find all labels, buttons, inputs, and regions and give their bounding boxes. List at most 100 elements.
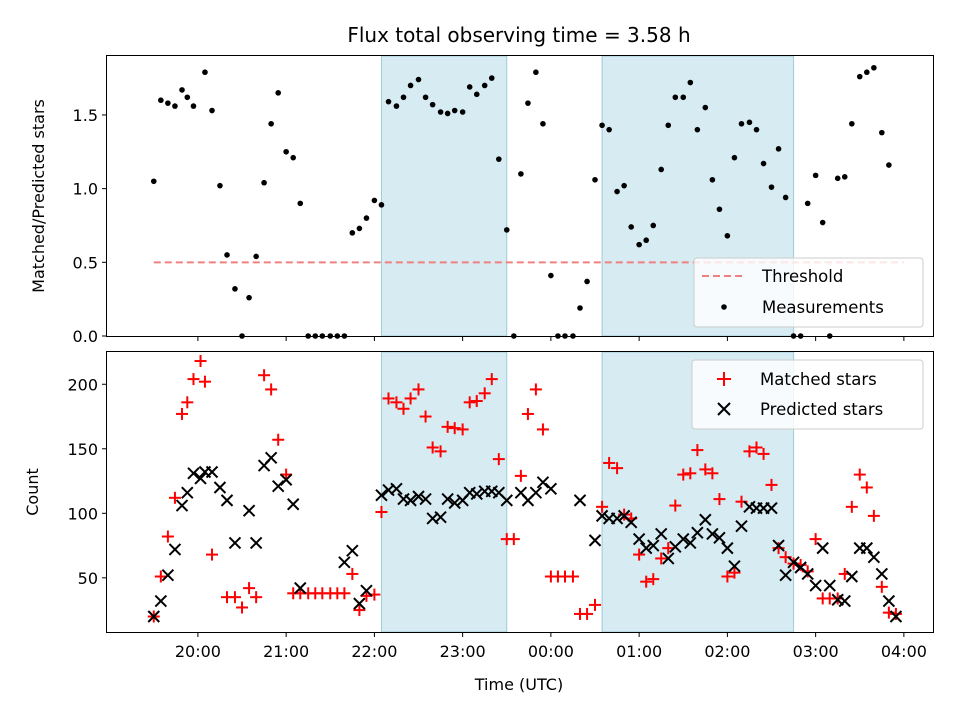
matched-point	[346, 567, 359, 580]
y-tick-label: 100	[67, 504, 98, 523]
measurement-point	[694, 126, 701, 133]
measurement-point	[864, 69, 870, 76]
matched-point	[485, 373, 498, 386]
measurement-point	[658, 166, 664, 173]
measurement-point	[746, 119, 753, 126]
matched-point	[750, 441, 763, 454]
predicted-legend-marker	[717, 402, 731, 416]
matched-point	[154, 570, 167, 583]
predicted-point	[168, 543, 182, 556]
predicted-point	[220, 494, 234, 507]
predicted-point	[360, 584, 373, 597]
measurement-point	[393, 103, 400, 109]
matched-point	[875, 580, 888, 593]
matched-point	[478, 387, 491, 400]
matched-point	[187, 373, 200, 386]
matched-point	[757, 447, 770, 460]
measurement-point	[841, 174, 848, 180]
top-x-axis	[197, 336, 905, 341]
x-tick-label: 01:00	[616, 642, 662, 661]
predicted-point	[889, 610, 903, 623]
predicted-point	[721, 541, 734, 555]
matched-point	[765, 478, 778, 491]
matched-point	[772, 542, 785, 555]
measurement-point	[385, 98, 392, 105]
matched-point	[236, 601, 249, 614]
predicted-point	[194, 472, 207, 485]
measurement-point	[202, 69, 208, 76]
measurement-point	[804, 200, 811, 207]
bottom-plot-panel: 50 100 150 200 20:00 21:00 22:00 23:00 00:00 01:…	[23, 351, 934, 694]
measurement-point	[437, 109, 444, 115]
measurement-point	[650, 222, 657, 229]
predicted-point	[271, 479, 285, 493]
matched-point	[566, 570, 579, 583]
predicted-point	[647, 539, 660, 552]
measurement-point	[724, 232, 731, 239]
matched-point	[419, 410, 432, 423]
matched-point	[662, 542, 675, 555]
matched-point	[743, 445, 756, 458]
measurement-point	[643, 237, 649, 244]
predicted-point	[500, 494, 513, 507]
matched-point	[889, 607, 902, 620]
matched-point	[397, 402, 410, 415]
y-tick-label: 1.5	[73, 106, 98, 125]
matched-point	[728, 566, 741, 579]
predicted-point	[434, 510, 447, 524]
predicted-point	[338, 556, 351, 569]
predicted-point	[882, 594, 896, 608]
measurement-point	[812, 172, 819, 179]
measurement-point	[834, 175, 841, 182]
predicted-point	[390, 482, 403, 495]
measurement-point	[429, 101, 436, 108]
measurement-point	[422, 94, 429, 101]
measurement-point	[407, 82, 414, 89]
measurement-point	[636, 241, 642, 248]
x-tick-label: 02:00	[704, 642, 750, 661]
predicted-point	[353, 597, 366, 610]
matched-point	[434, 445, 447, 458]
predicted-point	[175, 499, 189, 512]
measurement-point	[209, 107, 215, 114]
measurement-point	[628, 224, 634, 230]
predicted-point	[639, 541, 653, 555]
matched-point	[161, 530, 174, 543]
x-tick-label: 03:00	[793, 642, 839, 661]
predicted-point	[279, 473, 293, 486]
measurement-point	[488, 75, 495, 81]
predicted-point	[294, 581, 307, 595]
matched-point	[845, 500, 858, 513]
matched-point	[463, 396, 476, 409]
predicted-point	[845, 570, 859, 583]
y-tick-label: 200	[67, 375, 98, 394]
measurement-point	[232, 286, 238, 292]
x-tick-label: 04:00	[881, 642, 927, 661]
measurement-point	[363, 215, 370, 221]
matched-point	[669, 499, 682, 512]
predicted-point	[536, 476, 550, 489]
measurement-point	[709, 176, 716, 183]
predicted-point	[632, 532, 646, 546]
measurement-point	[217, 182, 223, 189]
bottom-legend-box	[691, 359, 924, 430]
measurement-point	[548, 272, 554, 279]
bottom-x-axis: 20:00 21:00 22:00 23:00 00:00 01:00 02:00 03:00…	[175, 632, 927, 661]
matched-point	[536, 423, 549, 436]
measurement-point	[856, 73, 863, 80]
top-legend-box	[693, 257, 924, 328]
matched-point	[265, 383, 278, 396]
predicted-point	[154, 594, 168, 608]
measurement-point	[481, 82, 488, 89]
bottom-y-axis-label: Count	[23, 468, 42, 516]
bottom-y-axis: 50 100 150 200	[67, 375, 107, 588]
measurement-point	[849, 120, 855, 127]
matched-point	[206, 548, 219, 561]
matched-point	[456, 423, 469, 436]
measurement-point	[540, 120, 546, 127]
measurement-point	[525, 100, 531, 106]
matched-point	[514, 469, 527, 482]
predicted-point	[161, 569, 175, 582]
measurement-point	[496, 156, 502, 162]
measurement-point	[621, 182, 627, 189]
